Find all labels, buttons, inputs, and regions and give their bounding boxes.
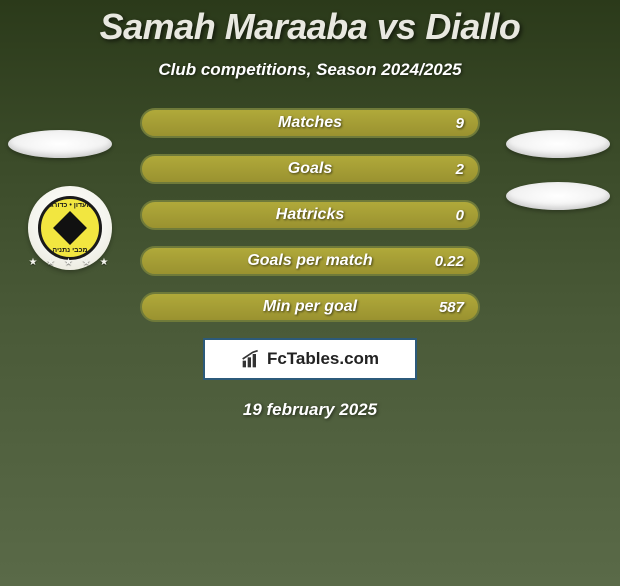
stat-label: Matches	[278, 114, 342, 132]
stat-label: Goals per match	[247, 252, 372, 270]
stat-bar-goals-per-match: Goals per match 0.22	[140, 246, 480, 276]
fctables-link[interactable]: FcTables.com	[203, 338, 417, 380]
stat-bars: Matches 9 Goals 2 Hattricks 0 Goals per …	[140, 108, 480, 322]
stat-value: 2	[456, 161, 464, 178]
page-title: Samah Maraaba vs Diallo	[0, 6, 620, 48]
stat-bar-hattricks: Hattricks 0	[140, 200, 480, 230]
bar-chart-icon	[241, 349, 261, 369]
stat-bar-min-per-goal: Min per goal 587	[140, 292, 480, 322]
stat-bar-matches: Matches 9	[140, 108, 480, 138]
stats-section: Matches 9 Goals 2 Hattricks 0 Goals per …	[0, 108, 620, 420]
stat-label: Hattricks	[276, 206, 344, 224]
stat-value: 9	[456, 115, 464, 132]
stat-value: 0.22	[435, 253, 464, 270]
stat-value: 0	[456, 207, 464, 224]
stat-label: Min per goal	[263, 298, 357, 316]
stat-bar-goals: Goals 2	[140, 154, 480, 184]
stat-value: 587	[439, 299, 464, 316]
subtitle: Club competitions, Season 2024/2025	[0, 60, 620, 80]
brand-label: FcTables.com	[267, 349, 379, 369]
date-label: 19 february 2025	[0, 400, 620, 420]
stat-label: Goals	[288, 160, 332, 178]
